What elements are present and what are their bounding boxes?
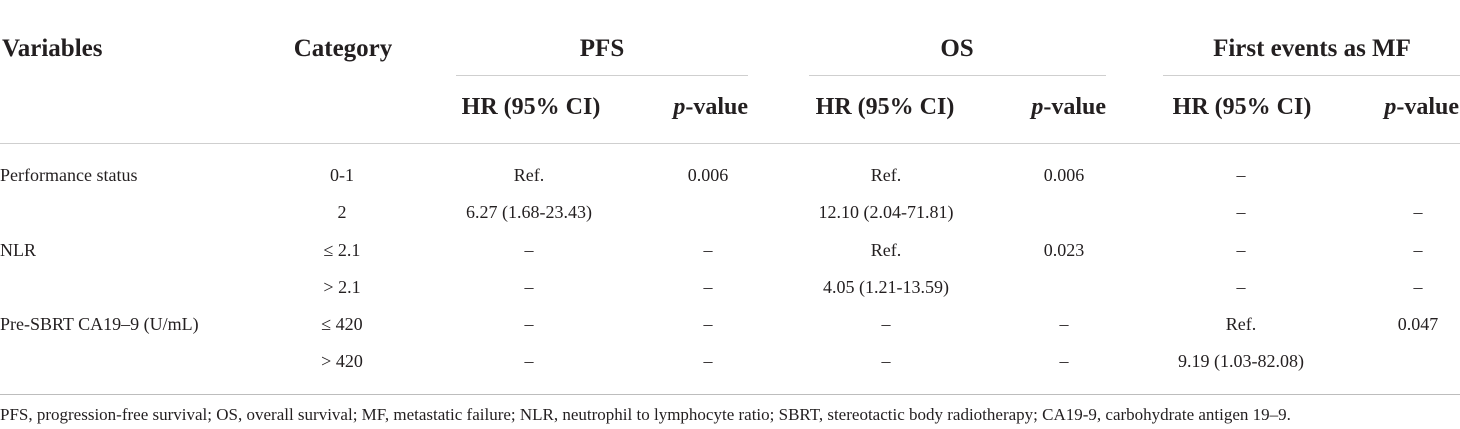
row-variable: Pre-SBRT CA19–9 (U/mL) (0, 314, 199, 334)
row-pfs-p: – (703, 314, 713, 334)
row-os-p: 0.006 (1043, 165, 1085, 185)
header-variables: Variables (2, 35, 103, 62)
mf-underline (1163, 75, 1460, 76)
row-category: > 420 (321, 351, 363, 371)
row-pfs-p: – (703, 351, 713, 371)
row-pfs-p: 0.006 (687, 165, 729, 185)
header-rule (0, 143, 1460, 144)
row-os-hr: – (881, 351, 891, 371)
subheader-mf-hr: HR (95% CI) (1172, 94, 1312, 120)
row-os-p: 0.023 (1043, 240, 1085, 260)
subheader-os-hr: HR (95% CI) (815, 94, 955, 120)
row-pfs-hr: Ref. (513, 165, 545, 185)
header-os: OS (940, 35, 974, 62)
pfs-underline (456, 75, 748, 76)
os-underline (809, 75, 1106, 76)
row-pfs-p: – (703, 240, 713, 260)
row-mf-p: – (1413, 240, 1423, 260)
row-mf-p: – (1413, 277, 1423, 297)
row-category: 2 (337, 202, 347, 222)
row-pfs-p: – (703, 277, 713, 297)
row-os-hr: Ref. (870, 165, 902, 185)
subheader-os-p: p-value (1031, 94, 1106, 120)
row-mf-hr: Ref. (1225, 314, 1257, 334)
row-os-hr: 12.10 (2.04-71.81) (818, 202, 954, 222)
row-os-p: – (1059, 314, 1069, 334)
subheader-pfs-hr: HR (95% CI) (461, 94, 601, 120)
subheader-pfs-p: p-value (673, 94, 748, 120)
header-mf: First events as MF (1213, 35, 1411, 62)
row-category: ≤ 420 (321, 314, 363, 334)
row-category: 0-1 (330, 165, 354, 185)
row-os-hr: Ref. (870, 240, 902, 260)
row-os-hr: 4.05 (1.21-13.59) (823, 277, 949, 297)
row-mf-hr: – (1236, 277, 1246, 297)
row-variable: NLR (0, 240, 36, 260)
row-variable: Performance status (0, 165, 138, 185)
row-mf-hr: – (1236, 202, 1246, 222)
row-category: ≤ 2.1 (323, 240, 361, 260)
row-pfs-hr: – (524, 277, 534, 297)
row-mf-hr: – (1236, 240, 1246, 260)
row-os-hr: – (881, 314, 891, 334)
row-pfs-hr: 6.27 (1.68-23.43) (466, 202, 592, 222)
row-mf-p: 0.047 (1397, 314, 1439, 334)
table-bottom-rule (0, 394, 1460, 395)
row-category: > 2.1 (323, 277, 361, 297)
subheader-mf-p: p-value (1384, 94, 1459, 120)
table-footnote: PFS, progression-free survival; OS, over… (0, 405, 1291, 424)
row-pfs-hr: – (524, 240, 534, 260)
header-category: Category (293, 35, 393, 62)
row-mf-p: – (1413, 202, 1423, 222)
header-pfs: PFS (579, 35, 625, 62)
row-pfs-hr: – (524, 351, 534, 371)
row-os-p: – (1059, 351, 1069, 371)
row-pfs-hr: – (524, 314, 534, 334)
row-mf-hr: – (1236, 165, 1246, 185)
row-mf-hr: 9.19 (1.03-82.08) (1178, 351, 1304, 371)
